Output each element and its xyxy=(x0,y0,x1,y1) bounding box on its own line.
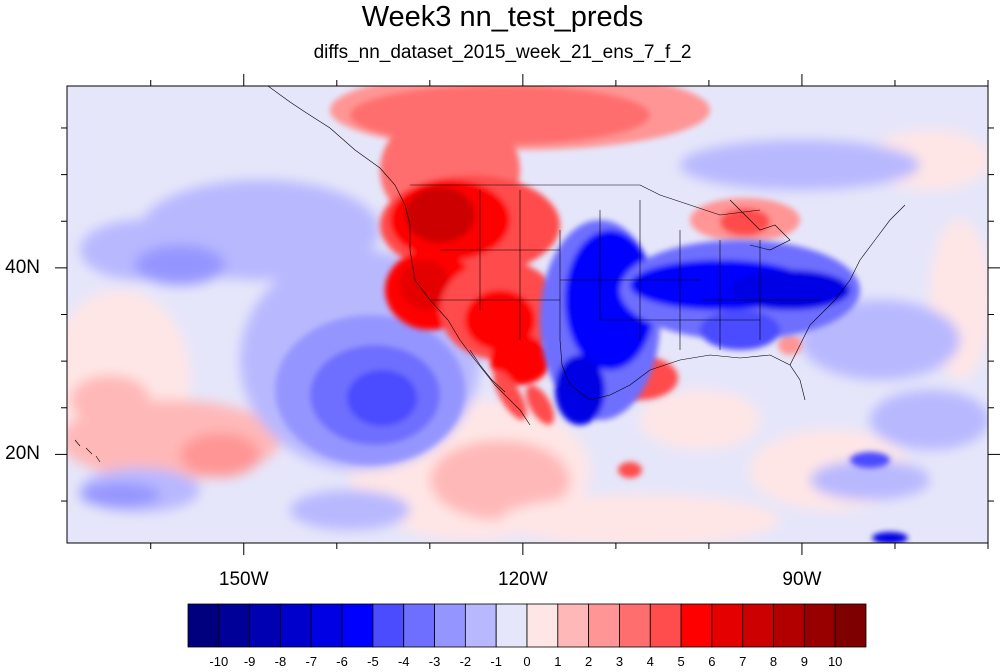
colorbar-label: 7 xyxy=(739,654,747,669)
map-title: Week3 nn_test_preds xyxy=(361,1,644,33)
colorbar-swatch xyxy=(249,603,281,648)
colorbar-swatch xyxy=(834,603,867,648)
colorbar-label: -5 xyxy=(367,654,379,669)
colorbar-swatch xyxy=(649,603,682,648)
colorbar-label: 6 xyxy=(708,654,716,669)
colorbar-swatch xyxy=(310,603,343,648)
colorbar-swatch xyxy=(619,603,651,648)
lat-tick-label: 40N xyxy=(5,256,40,278)
lon-tick-label: 90W xyxy=(782,569,822,590)
colorbar-swatch xyxy=(495,603,528,648)
colorbar-swatch xyxy=(187,603,220,648)
colorbar-swatch xyxy=(218,603,251,648)
colorbar-label: -7 xyxy=(305,654,318,669)
colorbar-swatch xyxy=(773,603,805,648)
colorbar-label: -6 xyxy=(336,654,348,669)
colorbar-label: 9 xyxy=(800,654,808,669)
colorbar-label: -10 xyxy=(209,654,229,669)
colorbar-swatch xyxy=(588,603,620,648)
colorbar-label: 2 xyxy=(585,654,593,669)
colorbar-swatch xyxy=(341,603,374,648)
colorbar-label: 1 xyxy=(554,654,562,669)
axis-ticks xyxy=(55,74,1000,555)
colorbar-label: -4 xyxy=(397,654,410,669)
colorbar-swatch xyxy=(557,603,590,648)
colorbar-label: -9 xyxy=(243,654,256,669)
colorbar-swatch xyxy=(280,603,312,648)
colorbar-label: 0 xyxy=(523,654,531,669)
colorbar-label: 10 xyxy=(827,654,843,669)
lon-tick-label: 150W xyxy=(218,569,269,590)
map-subtitle: diffs_nn_dataset_2015_week_21_ens_7_f_2 xyxy=(313,42,692,63)
colorbar-swatch xyxy=(434,603,466,648)
colorbar-label: -1 xyxy=(490,654,502,669)
colorbar-label: -8 xyxy=(274,654,287,669)
coastlines xyxy=(74,86,906,463)
colorbar xyxy=(187,603,867,648)
colorbar-swatch xyxy=(742,603,774,648)
colorbar-swatch xyxy=(372,603,405,648)
lat-tick-label: 20N xyxy=(5,443,40,465)
colorbar-swatch xyxy=(403,603,435,648)
colorbar-label: 4 xyxy=(646,654,654,669)
lon-tick-label: 120W xyxy=(498,569,548,590)
colorbar-label: 5 xyxy=(677,654,685,669)
colorbar-swatch xyxy=(464,603,497,648)
colorbar-swatch xyxy=(711,603,744,648)
colorbar-swatch xyxy=(803,603,836,648)
colorbar-label: 3 xyxy=(615,654,624,669)
colorbar-swatch xyxy=(526,603,559,648)
colorbar-swatch xyxy=(680,603,713,648)
colorbar-label: -2 xyxy=(459,654,472,669)
pacific-blue-anomaly xyxy=(275,315,465,465)
colorbar-label: 8 xyxy=(769,654,778,669)
colorbar-label: -3 xyxy=(428,654,441,669)
